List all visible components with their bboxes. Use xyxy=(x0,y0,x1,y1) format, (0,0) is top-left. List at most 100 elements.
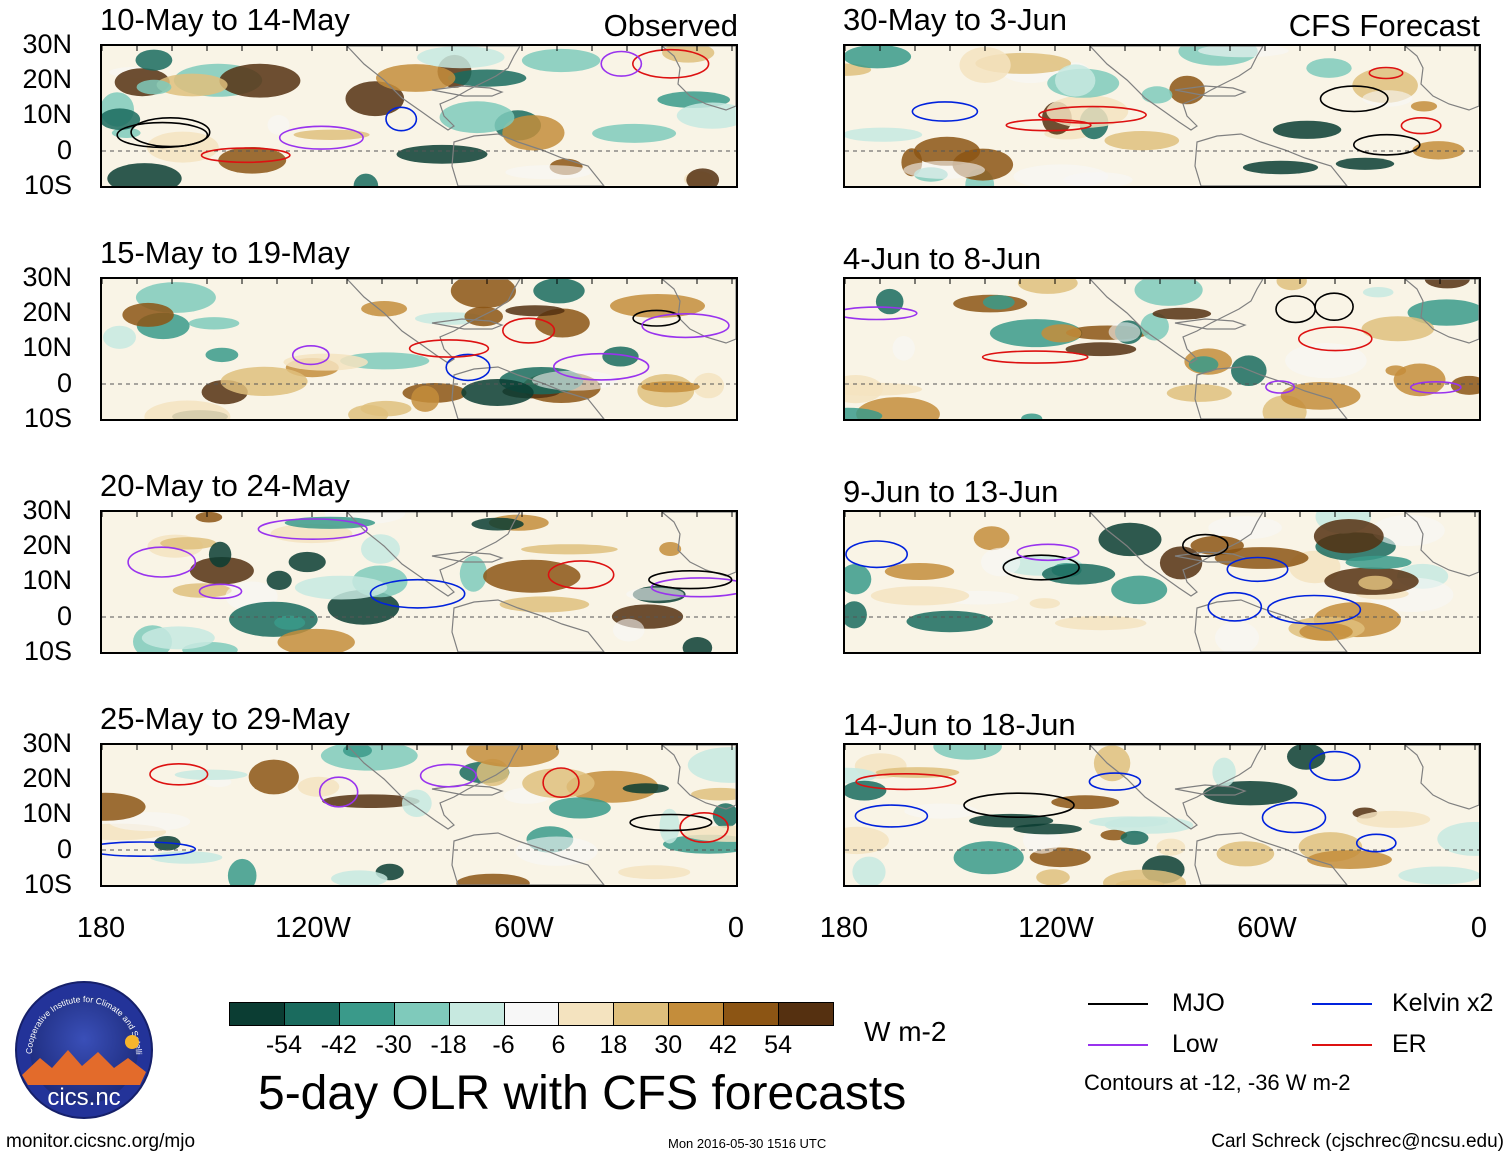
olr-blob xyxy=(532,370,618,391)
lon-label: 60W xyxy=(1237,912,1297,944)
olr-blob xyxy=(135,49,173,71)
olr-blob xyxy=(903,160,985,179)
olr-blob xyxy=(1098,522,1162,557)
anomaly-contour xyxy=(130,116,211,148)
olr-blob xyxy=(1159,546,1203,580)
olr-blob xyxy=(1272,120,1342,139)
colorbar-swatch xyxy=(448,1002,505,1026)
olr-blob xyxy=(266,570,292,590)
anomaly-contour xyxy=(1297,326,1373,352)
olr-blob xyxy=(845,46,912,69)
anomaly-contour xyxy=(1400,116,1442,135)
coastline xyxy=(661,745,736,810)
olr-blob xyxy=(1198,46,1289,58)
coastline xyxy=(1194,832,1348,885)
anomaly-contour xyxy=(981,350,1089,364)
anomaly-contour xyxy=(542,767,580,798)
lon-label: 0 xyxy=(1470,912,1488,944)
anomaly-contour xyxy=(1002,554,1080,581)
legend-swatch-er xyxy=(1312,1044,1372,1046)
olr-blob xyxy=(1041,324,1082,343)
coastline xyxy=(1404,745,1479,810)
panel-title: 20-May to 24-May xyxy=(100,468,350,503)
lat-label: 30N xyxy=(22,728,72,758)
colorbar-tick-label: 18 xyxy=(599,1031,628,1059)
lat-label: 10N xyxy=(22,99,72,129)
coastline xyxy=(661,512,736,577)
olr-blob xyxy=(1093,745,1131,782)
olr-blob xyxy=(283,353,368,371)
olr-blob xyxy=(1203,781,1298,806)
olr-blob xyxy=(1361,316,1435,342)
coastline xyxy=(1194,366,1348,419)
colorbar-labels: -54 -42 -30 -18 -6 6 18 30 42 54 xyxy=(229,1031,833,1061)
coastline xyxy=(661,279,736,344)
olr-blob xyxy=(1287,745,1326,770)
olr-blob xyxy=(172,583,232,598)
anomaly-contour xyxy=(629,813,713,832)
coastline xyxy=(431,85,504,97)
olr-blob xyxy=(345,81,405,117)
olr-blob xyxy=(1299,622,1353,641)
anomaly-contour xyxy=(116,121,209,149)
olr-blob xyxy=(1120,830,1149,845)
olr-blob xyxy=(461,379,534,406)
olr-blob xyxy=(535,308,590,338)
lon-label: 120W xyxy=(1018,912,1094,944)
olr-blob xyxy=(1104,131,1180,151)
olr-blob xyxy=(447,69,527,87)
olr-blob xyxy=(1335,157,1395,170)
olr-blob xyxy=(136,79,172,95)
lat-label: 20N xyxy=(22,297,72,327)
colorbar-tick-label: 54 xyxy=(764,1031,792,1059)
olr-blob xyxy=(450,279,516,309)
colorbar xyxy=(229,1002,834,1026)
anomaly-contour xyxy=(1038,105,1147,125)
panel-title: 25-May to 29-May xyxy=(100,701,350,736)
units-label: W m-2 xyxy=(864,1016,947,1047)
olr-blob xyxy=(102,108,141,130)
olr-blob xyxy=(683,825,736,842)
anomaly-contour xyxy=(1016,543,1080,562)
anomaly-contour xyxy=(1207,591,1263,622)
anomaly-contour xyxy=(385,106,418,132)
olr-blob xyxy=(1055,64,1096,97)
colorbar-swatch xyxy=(229,1002,285,1026)
map-panel xyxy=(843,743,1481,887)
olr-blob xyxy=(1412,141,1465,160)
olr-blob xyxy=(1152,307,1212,320)
chart-title: 5-day OLR with CFS forecasts xyxy=(258,1067,907,1120)
anomaly-contour xyxy=(127,546,197,578)
lat-label: 10N xyxy=(22,565,72,595)
coastline xyxy=(346,279,521,364)
olr-anomaly-field xyxy=(845,46,1465,186)
olr-blob xyxy=(1188,356,1219,373)
legend-swatch-low xyxy=(1088,1044,1148,1046)
olr-blob xyxy=(953,841,1024,875)
olr-blob xyxy=(471,517,524,531)
olr-blob xyxy=(686,168,720,186)
anomaly-contour xyxy=(547,560,615,590)
olr-blob xyxy=(610,294,705,318)
olr-blob xyxy=(189,557,254,585)
lat-label: 10S xyxy=(23,403,72,433)
olr-blob xyxy=(845,601,867,629)
anomaly-contour xyxy=(408,339,490,358)
olr-blob xyxy=(267,115,290,135)
olr-blob xyxy=(1108,322,1141,342)
olr-blob xyxy=(1356,810,1431,828)
coastline xyxy=(451,133,605,186)
colorbar-tick-label: -54 xyxy=(265,1031,302,1059)
lat-label: 10N xyxy=(22,798,72,828)
olr-blob xyxy=(1065,342,1137,357)
anomaly-contour xyxy=(1267,594,1362,625)
olr-blob xyxy=(103,325,136,349)
olr-blob xyxy=(982,295,1015,310)
anomaly-contour xyxy=(291,344,330,366)
lon-label: 180 xyxy=(76,912,126,944)
coastline xyxy=(431,551,504,563)
anomaly-contour xyxy=(102,841,197,857)
olr-blob xyxy=(1063,172,1133,186)
olr-blob xyxy=(521,48,601,73)
lat-label: 20N xyxy=(22,64,72,94)
